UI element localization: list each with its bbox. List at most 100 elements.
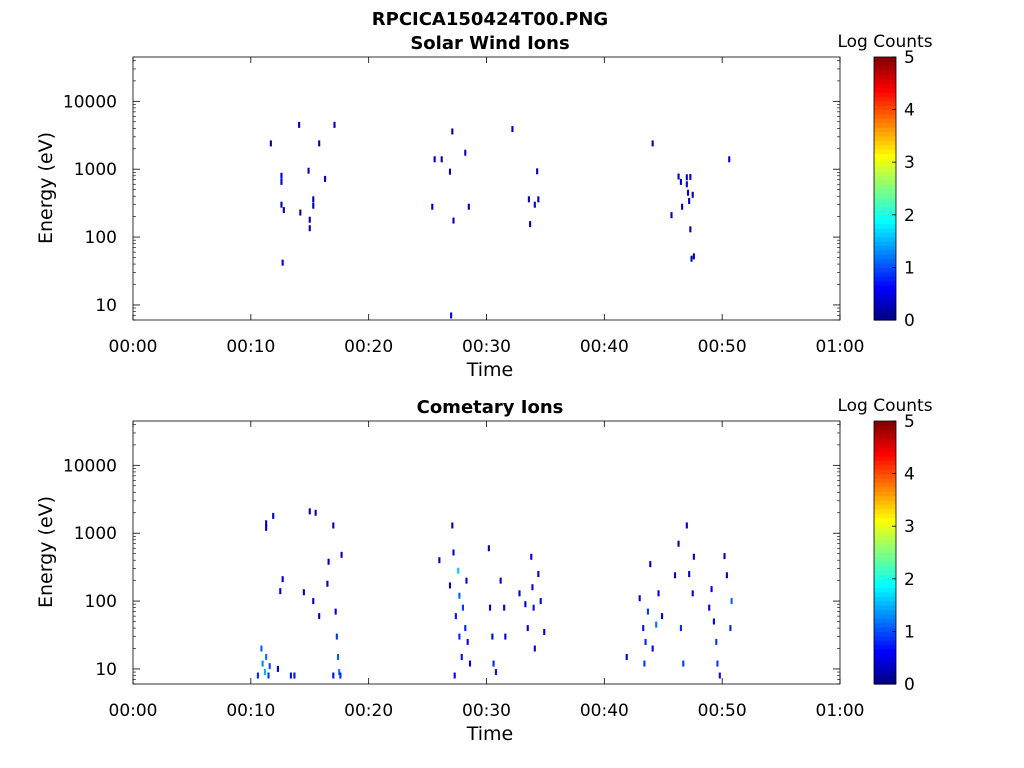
solar-wind-cell (440, 156, 443, 163)
solar-wind-cell (324, 175, 327, 182)
cometary-cell (526, 625, 529, 632)
solar-wind-colorbar-frame (873, 56, 897, 321)
cometary-colorbar-segment (874, 583, 896, 589)
cometary-cell (339, 672, 342, 679)
cometary-cell (272, 512, 275, 519)
cometary-cell (461, 604, 464, 611)
cometary-cell (649, 561, 652, 568)
solar-wind-colorbar-segment (874, 162, 896, 168)
solar-wind-colorbar-segment (874, 113, 896, 119)
cometary-cell (651, 645, 654, 652)
solar-wind-colorbar-segment (874, 271, 896, 277)
cometary-cell (487, 545, 490, 552)
solar-wind-title: Solar Wind Ions (410, 33, 569, 54)
cometary-cell (679, 625, 682, 632)
cometary-colorbar-segment (874, 578, 896, 584)
solar-wind-cell (536, 168, 539, 175)
cometary-y-tick-label: 100 (85, 592, 117, 612)
cometary-cell (657, 590, 660, 597)
solar-wind-cell (537, 196, 540, 203)
cometary-cell (532, 604, 535, 611)
cometary-cell (708, 604, 711, 611)
solar-wind-colorbar-segment (874, 87, 896, 93)
cometary-cell (539, 598, 542, 605)
cometary-colorbar-segment (874, 534, 896, 540)
cometary-cell (308, 508, 311, 515)
cometary-cell (332, 672, 335, 679)
solar-wind-cell (280, 178, 283, 185)
solar-wind-cell (677, 173, 680, 180)
cometary-cell (448, 582, 452, 589)
solar-wind-cell (452, 217, 455, 224)
cometary-colorbar-segment (874, 513, 896, 519)
cometary-colorbar-segment (874, 618, 896, 624)
cometary-y-label: Energy (eV) (35, 496, 57, 608)
cometary-cell (457, 567, 460, 574)
solar-wind-x-tick-label: 00:00 (109, 337, 158, 357)
cometary-colorbar-segment (874, 648, 896, 654)
solar-wind-colorbar-segment (874, 170, 896, 176)
cometary-colorbar-segment (874, 504, 896, 510)
cometary-colorbar-frame (873, 420, 897, 685)
solar-wind-colorbar-segment (874, 65, 896, 71)
cometary-colorbar-segment (874, 469, 896, 475)
cometary-cell (318, 613, 321, 620)
cometary-cell (625, 653, 628, 660)
solar-wind-cell (527, 196, 530, 203)
cometary-colorbar-tick-label: 5 (904, 412, 915, 432)
cometary-colorbar-segment (874, 460, 896, 466)
cometary-cell (279, 588, 282, 595)
cometary-colorbar-segment (874, 622, 896, 628)
cometary-colorbar-segment (874, 473, 896, 479)
cometary-cell (491, 633, 494, 640)
cometary-colorbar-tick-label: 3 (904, 517, 915, 537)
cometary-colorbar-tick-label: 1 (904, 622, 915, 642)
cometary-cell (267, 672, 270, 679)
cometary-cell (661, 613, 664, 620)
cometary-cell (530, 553, 533, 560)
solar-wind-cell (308, 225, 311, 232)
cometary-colorbar-segment (874, 521, 896, 527)
cometary-cell (265, 524, 268, 531)
cometary-cell (715, 638, 718, 645)
solar-wind-colorbar-segment (874, 184, 896, 190)
cometary-cell (503, 604, 506, 611)
cometary-colorbar-segment (874, 548, 896, 554)
solar-wind-colorbar-segment (874, 118, 896, 124)
cometary-colorbar-segment (874, 508, 896, 514)
solar-wind-y-label: Energy (eV) (35, 132, 57, 244)
cometary-x-tick-label: 00:40 (580, 701, 629, 721)
cometary-colorbar-tick-label: 4 (904, 465, 915, 485)
cometary-marks (256, 508, 733, 679)
cometary-colorbar-segment (874, 539, 896, 545)
solar-wind-colorbar-segment (874, 311, 896, 317)
solar-wind-colorbar-segment (874, 241, 896, 247)
solar-wind-ticks: 00:00 00:10 00:20 00:30 00:40 00:50 01:00 10 100… (63, 57, 865, 357)
cometary-cell (642, 625, 645, 632)
solar-wind-cell (679, 178, 682, 185)
solar-wind-colorbar-segment (874, 166, 896, 172)
solar-wind-colorbar-segment (874, 219, 896, 225)
solar-wind-cell (298, 121, 301, 128)
solar-wind-cell (728, 156, 731, 163)
cometary-cell (314, 509, 317, 516)
cometary-cell (265, 520, 268, 527)
cometary-cell (451, 522, 454, 529)
cometary-cell (265, 653, 268, 660)
solar-wind-x-tick-label: 01:00 (816, 337, 865, 357)
solar-wind-cell (529, 221, 532, 228)
solar-wind-panel: Solar Wind Ions 00:00 00:10 00:20 00:30 00:4… (35, 32, 933, 381)
solar-wind-colorbar-segment (874, 57, 896, 62)
cometary-x-tick-label: 00:20 (344, 701, 393, 721)
cometary-x-label: Time (466, 723, 514, 745)
cometary-cell (643, 660, 646, 667)
solar-wind-cell (686, 189, 690, 196)
cometary-colorbar-segment (874, 491, 896, 497)
cometary-colorbar-segment (874, 556, 896, 562)
solar-wind-colorbar-segment (874, 280, 896, 286)
cometary-colorbar-segment (874, 635, 896, 641)
solar-wind-cell (433, 156, 436, 163)
cometary-x-tick-label: 00:30 (462, 701, 511, 721)
cometary-colorbar-segment (874, 662, 896, 668)
cometary-cell (464, 625, 467, 632)
